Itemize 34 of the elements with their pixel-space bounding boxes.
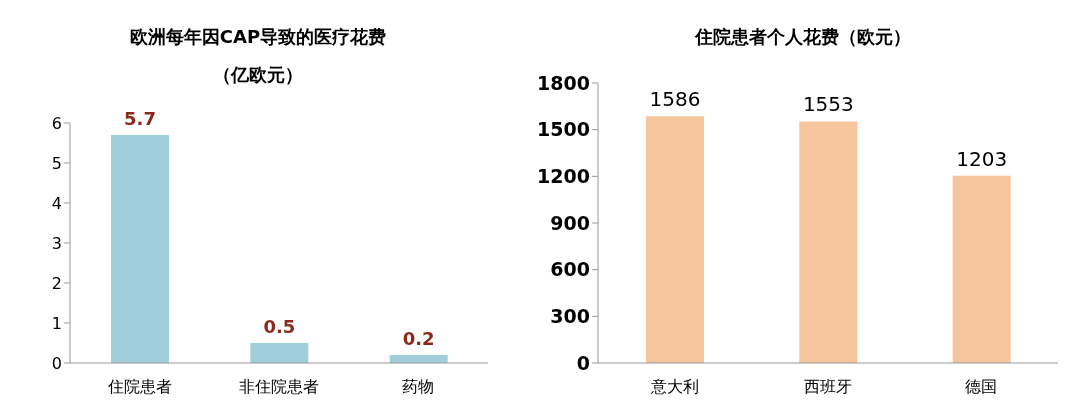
x-tick-label: 药物	[402, 377, 435, 397]
y-tick-label: 1500	[537, 118, 590, 141]
x-tick-label: 西班牙	[804, 377, 852, 397]
bar	[111, 135, 169, 363]
data-label: 0.2	[402, 328, 435, 349]
bar	[646, 116, 704, 363]
bar	[250, 343, 309, 363]
bar	[799, 121, 858, 363]
x-tick-label: 非住院患者	[239, 377, 319, 397]
y-tick-label: 300	[550, 305, 590, 328]
chart-title: 住院患者个人花费（欧元）	[693, 25, 912, 49]
y-tick-label: 1800	[537, 71, 590, 94]
y-tick-label: 4	[51, 193, 62, 213]
y-tick-label: 3	[51, 233, 62, 253]
y-tick-label: 900	[550, 211, 590, 234]
y-tick-label: 0	[51, 353, 62, 373]
y-tick-label: 2	[51, 273, 62, 293]
bar	[952, 175, 1011, 363]
x-tick-label: 德国	[965, 377, 998, 397]
data-label: 0.5	[263, 316, 296, 337]
data-label: 5.7	[124, 108, 156, 129]
data-label: 1586	[649, 87, 701, 112]
data-label: 1553	[802, 92, 854, 117]
y-tick-label: 1200	[537, 165, 590, 188]
x-tick-label: 意大利	[649, 377, 699, 397]
chart-title: 欧洲每年因CAP导致的医疗花费	[128, 25, 388, 49]
y-tick-label: 1	[51, 313, 62, 333]
chart-subtitle: （亿欧元）	[212, 63, 304, 87]
y-tick-label: 600	[550, 258, 590, 281]
x-tick-label: 住院患者	[106, 377, 172, 397]
y-tick-label: 6	[51, 113, 62, 133]
y-tick-label: 5	[51, 153, 62, 173]
data-label: 1203	[956, 146, 1008, 171]
y-tick-label: 0	[576, 351, 590, 374]
